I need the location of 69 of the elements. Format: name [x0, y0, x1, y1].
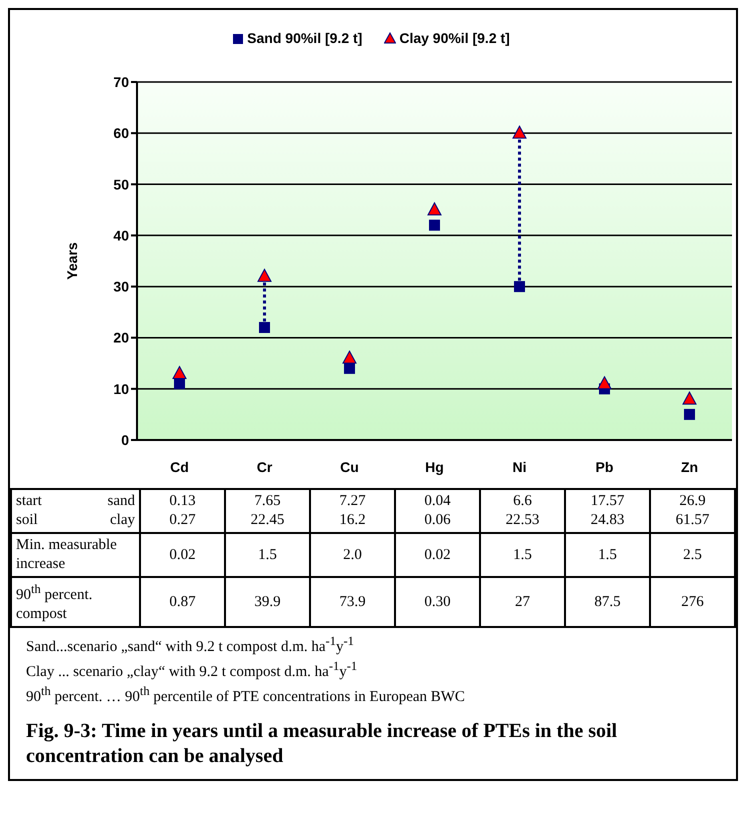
y-tick-label: 10	[113, 380, 130, 397]
point	[344, 362, 355, 374]
text: 7.27	[338, 492, 367, 511]
y-tick-label: 40	[113, 227, 130, 244]
y-tick-label: 30	[113, 278, 130, 295]
text: 7.65	[253, 492, 282, 511]
x-tick-label: Cu	[340, 458, 359, 475]
text: sand	[108, 492, 135, 511]
text: Fig. 9-3: Time in years until a measurable increase of PTEs in the soil concentration can be analysed	[25, 719, 618, 769]
y-axis-title: Years	[64, 242, 80, 280]
text: 276	[650, 577, 735, 627]
text: 0.30	[395, 577, 480, 627]
text: 26.9	[678, 492, 707, 511]
y-tick-label: 60	[113, 125, 130, 142]
text: Clay ... scenario „clay“ with 9.2 t compost d.m. ha$^{-1}$y$^{-1}$	[26, 658, 358, 682]
text: 22.45	[250, 511, 286, 530]
x-tick-label: Pb	[596, 458, 614, 475]
text: 2.5	[650, 533, 735, 577]
x-tick-label: Hg	[425, 458, 444, 475]
point	[514, 281, 525, 292]
text: 0.13	[168, 492, 197, 511]
text: 0.02	[140, 533, 225, 577]
text: 0.87	[140, 577, 225, 627]
text: 16.2	[338, 511, 367, 530]
text: Min. measurable increase	[11, 533, 140, 577]
point	[429, 220, 440, 231]
y-tick-label: 0	[121, 432, 130, 448]
text: 90$^{th}$ percent. … 90$^{th}$ percentile of PTE concentrations in European BWC	[26, 683, 466, 707]
text: soil	[16, 511, 38, 530]
y-tick-label: 70	[113, 74, 130, 90]
text: 87.5	[565, 577, 650, 627]
point	[259, 322, 270, 333]
text: 6.6	[512, 492, 533, 511]
text: 0.27	[168, 511, 197, 530]
text: 27	[480, 577, 565, 627]
legend-label: Clay 90%il [9.2 t]	[398, 30, 510, 46]
x-tick-label: Cd	[170, 458, 189, 475]
text: 2.0	[310, 533, 395, 577]
text: 1.5	[565, 533, 650, 577]
x-tick-label: Ni	[512, 458, 526, 475]
point	[682, 392, 696, 405]
text: 22.53	[504, 511, 540, 530]
legend-label: Sand 90%il [9.2 t]	[246, 30, 362, 46]
text: 17.57	[590, 492, 626, 511]
text: 0.02	[395, 533, 480, 577]
point	[342, 350, 356, 364]
point	[598, 376, 612, 390]
point	[428, 202, 442, 216]
text: clay	[110, 511, 135, 530]
point	[172, 366, 186, 380]
point	[174, 378, 185, 390]
text: Sand...scenario „sand“ with 9.2 t compost d.m. ha$^{-1}$y$^{-1}$	[26, 633, 355, 657]
x-tick-label: Cr	[256, 458, 273, 475]
text: 1.5	[480, 533, 565, 577]
text: 24.83	[590, 511, 626, 530]
text: 39.9	[225, 577, 310, 627]
point	[512, 126, 526, 139]
text: 73.9	[310, 577, 395, 627]
y-tick-label: 50	[113, 176, 130, 192]
x-tick-label: Zn	[680, 458, 698, 475]
text: 1.5	[225, 533, 310, 577]
y-tick-label: 20	[113, 330, 130, 346]
point	[258, 268, 272, 282]
text: 0.04	[423, 492, 452, 511]
text: 61.57	[674, 511, 710, 530]
point	[684, 408, 695, 420]
text: 90$^{th}$ percent. compost	[11, 577, 140, 627]
text: start	[16, 492, 42, 511]
text: 0.06	[423, 511, 452, 530]
